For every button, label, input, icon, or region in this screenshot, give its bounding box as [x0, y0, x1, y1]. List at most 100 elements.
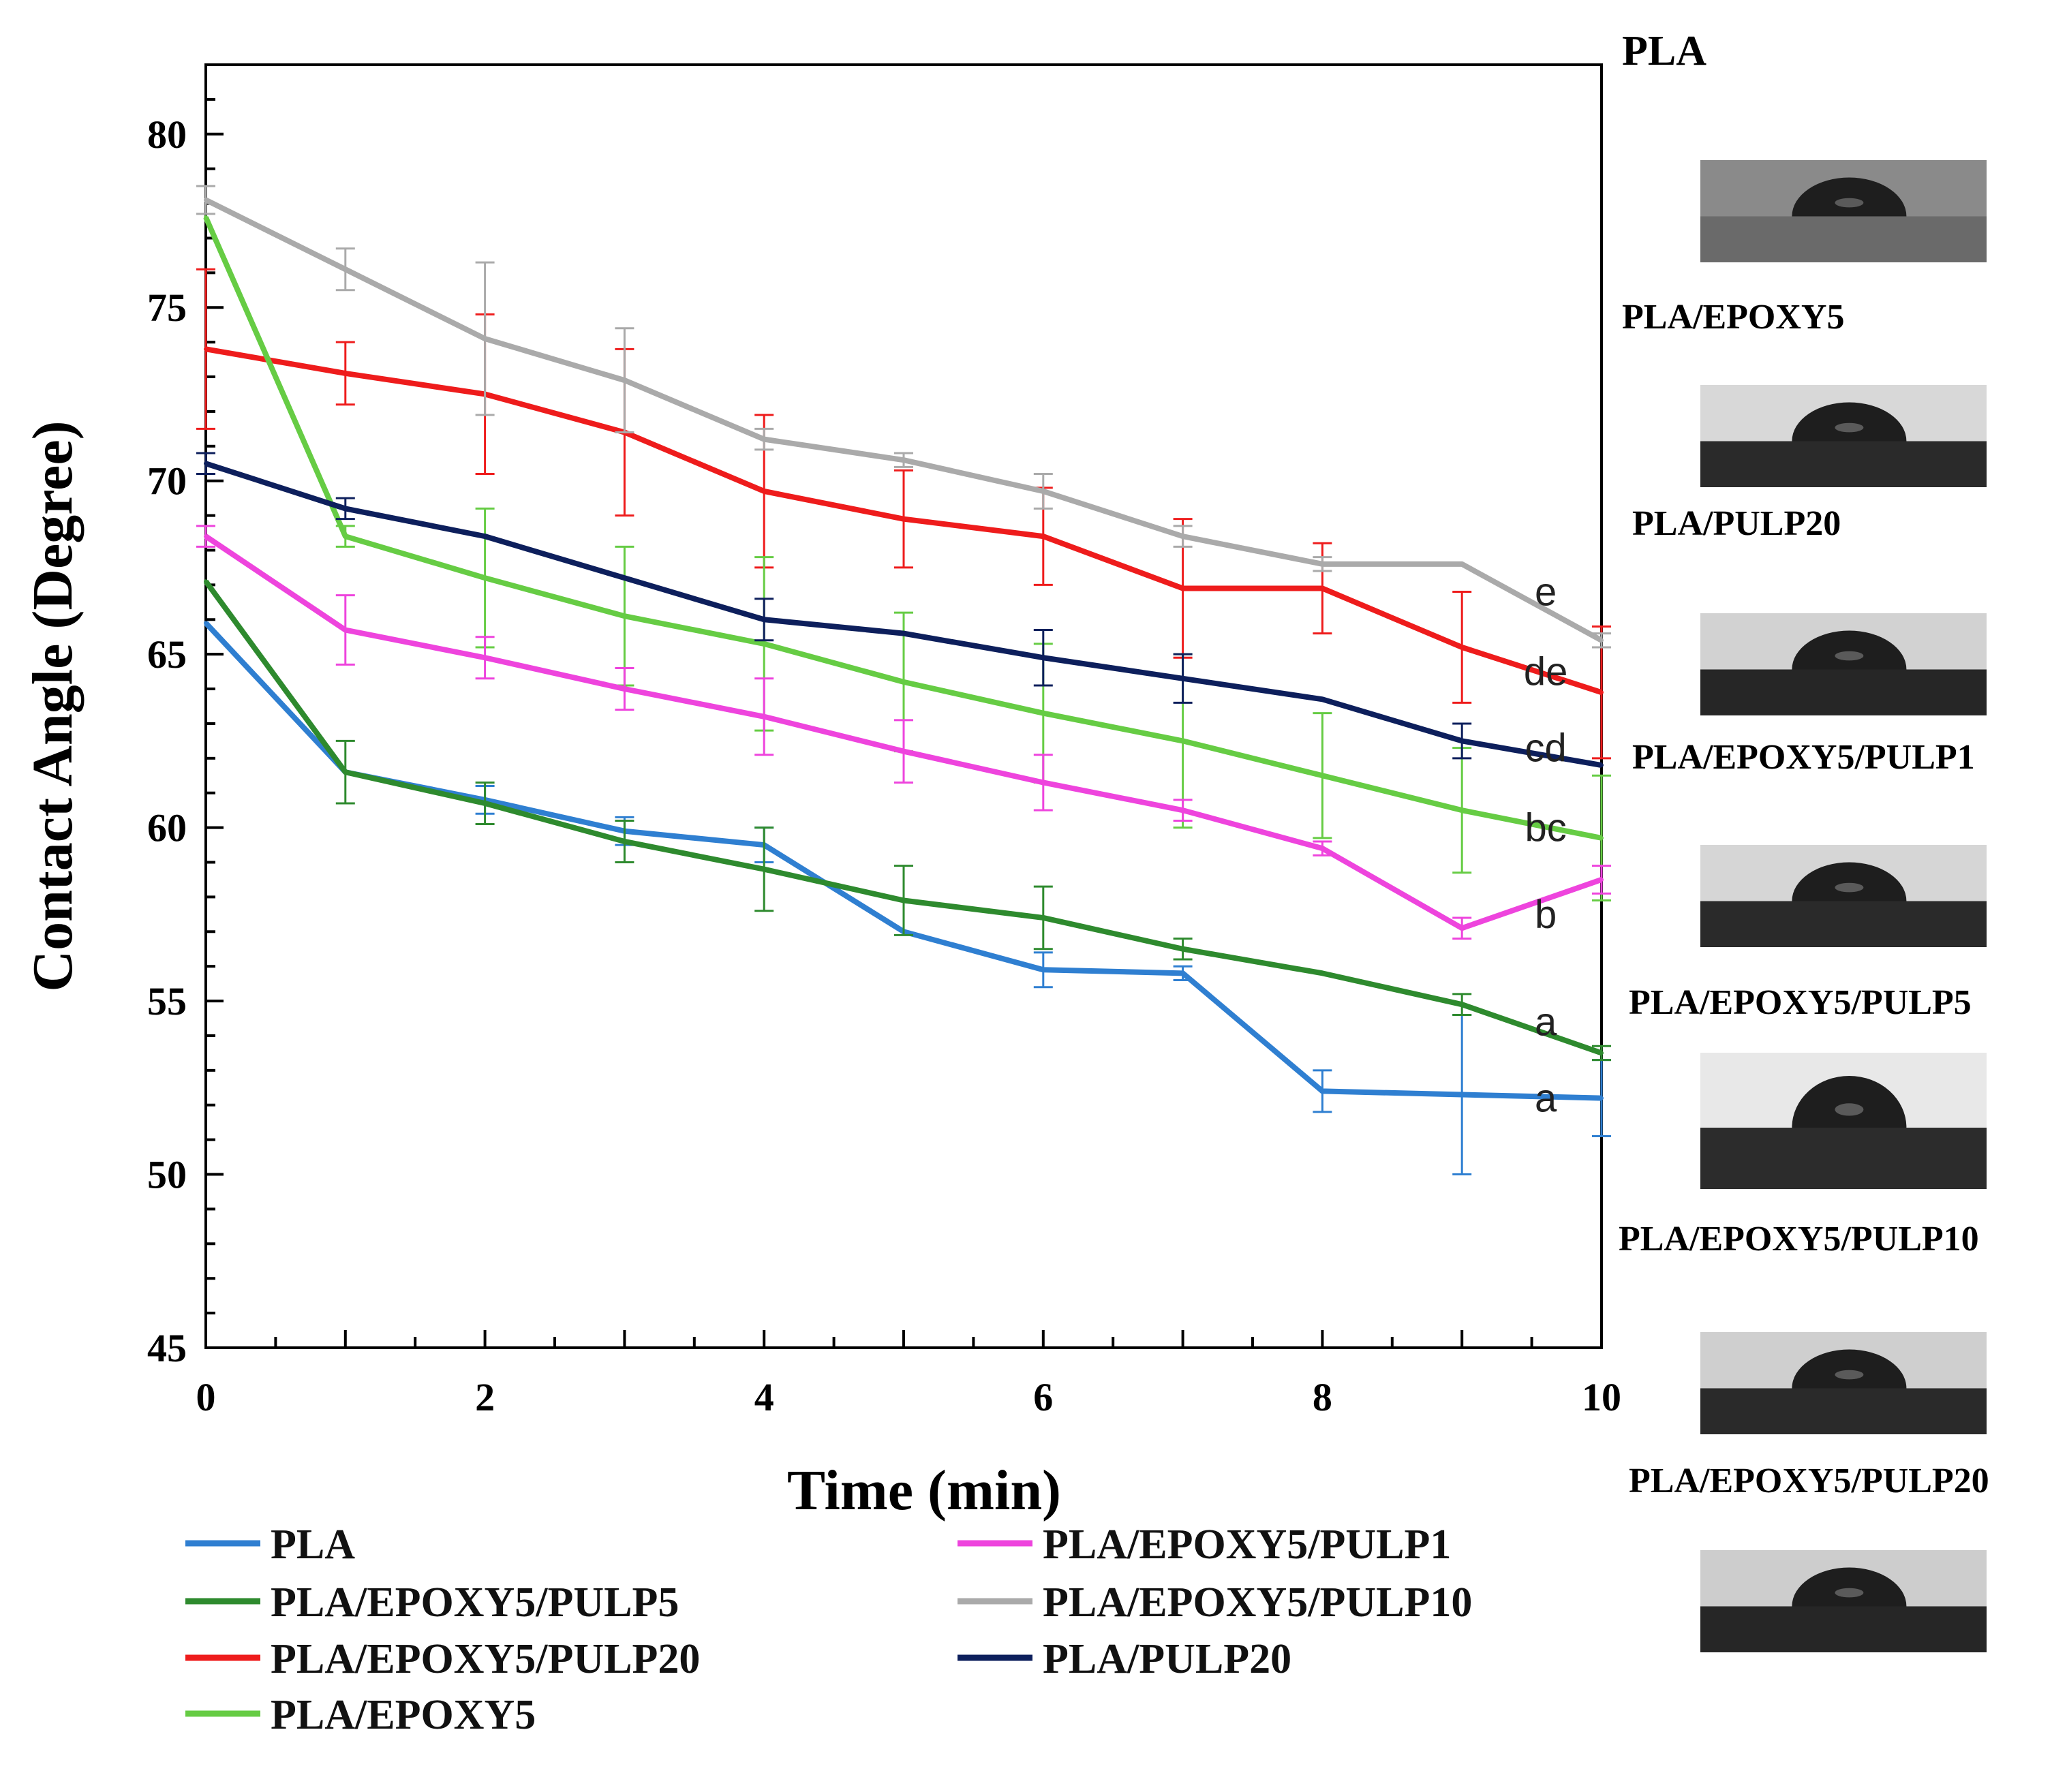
significance-labels: e de cd bc b aa	[1524, 570, 1568, 1121]
x-tick-label: 6	[1033, 1375, 1053, 1419]
data-point	[204, 198, 208, 202]
data-point	[1180, 808, 1185, 813]
legend-item-pla-epoxy5: PLA/EPOXY5	[185, 1692, 536, 1738]
droplet-highlight	[1835, 651, 1864, 661]
significance-label: e	[1535, 570, 1557, 615]
droplet-highlight	[1835, 198, 1864, 208]
y-tick-label: 45	[147, 1326, 187, 1370]
data-point	[1599, 877, 1604, 882]
y-tick-label: 50	[147, 1153, 187, 1197]
legend-item-pla-pulp20: PLA/PULP20	[958, 1636, 1291, 1682]
droplet-substrate	[1700, 216, 1987, 262]
data-point	[483, 337, 487, 341]
droplet-title: PLA/PULP20	[1632, 504, 1841, 543]
y-tick-label: 60	[147, 806, 187, 850]
droplet-highlight	[1835, 882, 1864, 893]
droplet-title: PLA	[1622, 28, 1706, 74]
legend: PLA PLA/EPOXY5/PULP1 PLA/EPOXY5/PULP5 PLA/E…	[185, 1521, 1472, 1738]
data-point	[1180, 971, 1185, 976]
data-point	[204, 579, 208, 584]
significance-label: de	[1524, 650, 1568, 694]
data-point	[1180, 946, 1185, 951]
droplet-panel-pla: PLA	[1622, 28, 1987, 262]
data-point	[1180, 676, 1185, 681]
droplet-shape	[1792, 1076, 1907, 1128]
data-point	[343, 628, 348, 632]
legend-item-pla-epoxy5-pulp10: PLA/EPOXY5/PULP10	[958, 1579, 1472, 1626]
data-point	[762, 714, 767, 719]
data-point	[343, 770, 348, 775]
series-pla-epoxy5-pulp10	[196, 185, 1611, 649]
droplet-title: PLA/EPOXY5/PULP5	[1629, 983, 1972, 1022]
data-point	[204, 534, 208, 539]
data-point	[1041, 780, 1045, 785]
data-point	[483, 534, 487, 539]
data-point	[1460, 926, 1465, 931]
data-point	[1599, 763, 1604, 768]
series-pla-epoxy5-pulp5	[203, 579, 1611, 1062]
data-point	[343, 506, 348, 511]
data-point	[1599, 638, 1604, 643]
droplet-highlight	[1835, 1370, 1864, 1380]
droplet-substrate	[1700, 1388, 1987, 1434]
legend-item-pla-epoxy5-pulp20: PLA/EPOXY5/PULP20	[185, 1636, 700, 1682]
data-point	[1460, 561, 1465, 566]
data-point	[622, 687, 627, 692]
data-point	[1320, 971, 1325, 976]
data-point	[762, 641, 767, 646]
droplet-shape	[1792, 862, 1907, 901]
y-axis: 45 50 55 60 65 70 75 80	[147, 63, 224, 1370]
data-point	[1041, 489, 1045, 493]
legend-label: PLA/EPOXY5	[271, 1692, 536, 1738]
data-point	[343, 267, 348, 272]
droplet-shape	[1792, 1567, 1907, 1607]
data-point	[1320, 561, 1325, 566]
data-point	[762, 867, 767, 871]
significance-label: cd	[1525, 726, 1566, 771]
y-tick-label: 80	[147, 112, 187, 157]
data-point	[1599, 1051, 1604, 1055]
droplet-highlight	[1835, 422, 1864, 433]
droplet-shape	[1792, 1349, 1907, 1389]
data-point	[902, 458, 906, 463]
data-point	[1320, 586, 1325, 591]
series-pla	[204, 621, 1611, 1176]
data-point	[1599, 690, 1604, 695]
data-point	[483, 576, 487, 581]
droplet-substrate	[1700, 1606, 1987, 1652]
droplet-panel-pla-epoxy5-pulp20: PLA/EPOXY5/PULP20	[1629, 1462, 1989, 1652]
x-axis-title: Time (min)	[787, 1459, 1061, 1522]
data-point	[483, 655, 487, 660]
legend-item-pla-epoxy5-pulp1: PLA/EPOXY5/PULP1	[958, 1521, 1451, 1568]
y-tick-label: 55	[147, 979, 187, 1023]
data-point	[204, 461, 208, 466]
data-point	[1320, 697, 1325, 702]
x-tick-label: 10	[1582, 1375, 1621, 1419]
droplet-shape	[1792, 630, 1907, 670]
legend-label: PLA/EPOXY5/PULP1	[1043, 1521, 1451, 1568]
droplet-panel-pla-epoxy5-pulp1: PLA/EPOXY5/PULP1	[1632, 738, 1987, 947]
x-tick-label: 8	[1313, 1375, 1332, 1419]
droplet-shape	[1792, 402, 1907, 442]
droplet-panel-pla-epoxy5: PLA/EPOXY5	[1622, 298, 1987, 487]
series-line-pla-epoxy5-pulp10	[204, 197, 1603, 643]
series-group	[196, 185, 1611, 1176]
legend-label: PLA	[271, 1521, 355, 1568]
legend-item-pla-epoxy5-pulp5: PLA/EPOXY5/PULP5	[185, 1579, 679, 1626]
x-tick-label: 2	[475, 1375, 495, 1419]
legend-label: PLA/EPOXY5/PULP10	[1043, 1579, 1472, 1626]
x-axis: 0 2 4 6 8 10	[196, 1330, 1621, 1419]
x-tick-label: 0	[196, 1375, 216, 1419]
data-point	[1180, 586, 1185, 591]
data-point	[762, 437, 767, 442]
data-point	[1460, 1002, 1465, 1007]
data-point	[1041, 968, 1045, 972]
data-point	[622, 378, 627, 383]
droplet-substrate	[1700, 669, 1987, 715]
droplet-substrate	[1700, 901, 1987, 947]
data-point	[1041, 534, 1045, 539]
series-pla-epoxy5-pulp1	[196, 525, 1611, 940]
data-point	[1180, 739, 1185, 743]
droplet-title: PLA/EPOXY5	[1622, 298, 1844, 337]
significance-label: a	[1535, 1000, 1557, 1045]
